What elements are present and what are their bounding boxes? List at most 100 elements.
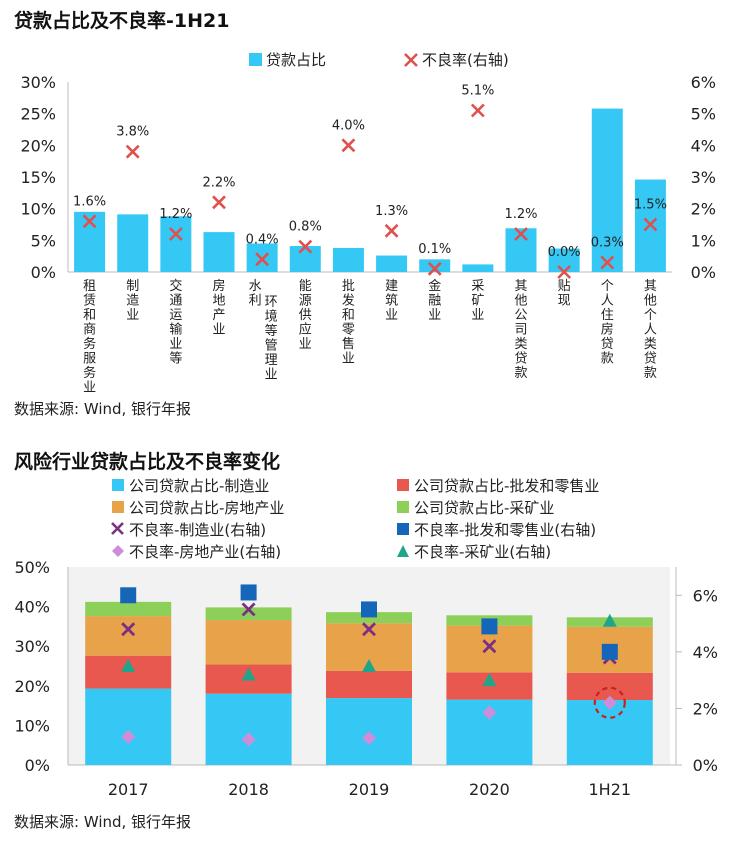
svg-text:业: 业 <box>299 337 312 352</box>
svg-text:款: 款 <box>644 366 657 381</box>
x-tick-label: 2020 <box>469 780 510 799</box>
right-tick-label: 2% <box>691 200 716 219</box>
data-label-npl: 3.8% <box>116 125 149 140</box>
right-tick-label: 0% <box>691 263 716 282</box>
svg-text:住: 住 <box>601 308 614 323</box>
svg-text:赁: 赁 <box>83 294 96 309</box>
marker-npl-mining <box>241 667 256 681</box>
chart1-title: 贷款占比及不良率-1H21 <box>14 10 230 32</box>
svg-text:个: 个 <box>644 308 657 323</box>
svg-text:造: 造 <box>126 294 139 309</box>
left-tick-label: 30% <box>14 637 50 656</box>
svg-text:他: 他 <box>644 294 657 309</box>
x-tick-label: 2017 <box>108 780 149 799</box>
svg-text:款: 款 <box>601 352 614 367</box>
marker-npl <box>514 227 528 241</box>
marker-npl-manufacturing <box>241 602 256 617</box>
data-label-npl: 1.3% <box>375 204 408 219</box>
svg-text:业: 业 <box>471 308 484 323</box>
right-tick-label: 3% <box>691 168 716 187</box>
stacked-bar-segment <box>85 616 172 656</box>
svg-text:务: 务 <box>83 365 96 381</box>
marker-npl-manufacturing <box>362 622 376 637</box>
stacked-bar-segment <box>205 607 292 621</box>
legend-swatch <box>112 479 124 491</box>
x-tick-label: 2018 <box>228 780 269 799</box>
bar-loan-share <box>419 259 451 272</box>
legend-swatch <box>397 501 409 513</box>
highlight-circle <box>593 686 626 719</box>
svg-text:批: 批 <box>342 279 355 294</box>
marker-npl <box>125 144 140 159</box>
right-tick-label: 4% <box>693 643 718 662</box>
category-label: 采矿业 <box>471 279 484 323</box>
data-label-npl: 1.6% <box>73 194 106 209</box>
bar-loan-share <box>591 108 623 272</box>
stacked-bar-segment <box>566 700 653 765</box>
data-label-npl: 0.4% <box>246 232 279 247</box>
right-tick-label: 6% <box>691 73 716 92</box>
category-label: 制造业 <box>126 279 139 323</box>
data-label-npl: 0.1% <box>418 242 451 257</box>
stacked-bar-segment <box>326 670 412 699</box>
bar-loan-share <box>548 248 580 272</box>
marker-npl <box>168 227 183 241</box>
data-label-npl: 0.8% <box>289 220 322 235</box>
marker-npl-realestate <box>482 705 497 720</box>
chart1-source: 数据来源: Wind, 银行年报 <box>14 400 192 418</box>
legend-swatch <box>397 523 409 535</box>
marker-npl <box>341 138 356 153</box>
svg-text:金: 金 <box>428 278 441 294</box>
svg-text:等: 等 <box>169 351 182 367</box>
svg-text:业: 业 <box>342 352 355 367</box>
svg-text:产: 产 <box>212 308 225 323</box>
marker-npl <box>427 261 442 276</box>
svg-text:通: 通 <box>169 294 182 309</box>
marker-npl <box>384 223 399 238</box>
marker-npl-realestate <box>602 695 617 710</box>
svg-text:管: 管 <box>265 339 278 354</box>
chart2-source: 数据来源: Wind, 银行年报 <box>14 813 192 831</box>
svg-text:其: 其 <box>644 279 657 294</box>
legend-swatch-npl <box>404 53 418 67</box>
svg-text:款: 款 <box>514 366 527 381</box>
marker-npl-mining <box>602 613 617 627</box>
marker-npl <box>298 239 313 254</box>
svg-text:筑: 筑 <box>385 293 398 309</box>
stacked-bar-segment <box>205 693 292 765</box>
marker-npl <box>600 255 615 270</box>
left-tick-label: 10% <box>20 200 56 219</box>
svg-text:等: 等 <box>265 323 278 339</box>
marker-npl <box>557 265 572 279</box>
marker-npl <box>470 103 485 118</box>
legend-label-npl: 不良率(右轴) <box>422 51 509 69</box>
loan-share-npl-chart: 贷款占比 不良率(右轴) 0% 5% 10% 15% 20% 25% 30% 0% 1% 2% 3% 4%… <box>20 51 716 396</box>
right-tick-label: 1% <box>691 231 716 250</box>
legend-label: 公司贷款占比-房地产业 <box>129 499 284 517</box>
svg-text:人: 人 <box>601 294 614 309</box>
left-tick-label: 15% <box>20 168 56 187</box>
svg-text:采: 采 <box>471 279 484 294</box>
svg-text:业: 业 <box>169 337 182 352</box>
svg-text:能: 能 <box>299 279 312 294</box>
legend-swatch <box>112 501 124 513</box>
marker-npl-mining <box>121 659 136 672</box>
legend-swatch <box>397 479 409 491</box>
marker-npl <box>643 217 658 232</box>
svg-text:人: 人 <box>644 323 657 338</box>
chart2-title: 风险行业贷款占比及不良率变化 <box>14 451 281 473</box>
svg-text:业: 业 <box>265 368 278 383</box>
data-label-npl: 5.1% <box>461 84 494 99</box>
stacked-bar-segment <box>326 612 412 624</box>
svg-text:零: 零 <box>342 323 355 338</box>
svg-text:环: 环 <box>265 295 278 310</box>
marker-npl-realestate <box>241 732 256 747</box>
svg-text:类: 类 <box>514 337 527 352</box>
data-label-npl: 4.0% <box>332 118 365 133</box>
marker-npl-realestate <box>362 731 376 746</box>
legend-label: 不良率-房地产业(右轴) <box>129 543 281 561</box>
